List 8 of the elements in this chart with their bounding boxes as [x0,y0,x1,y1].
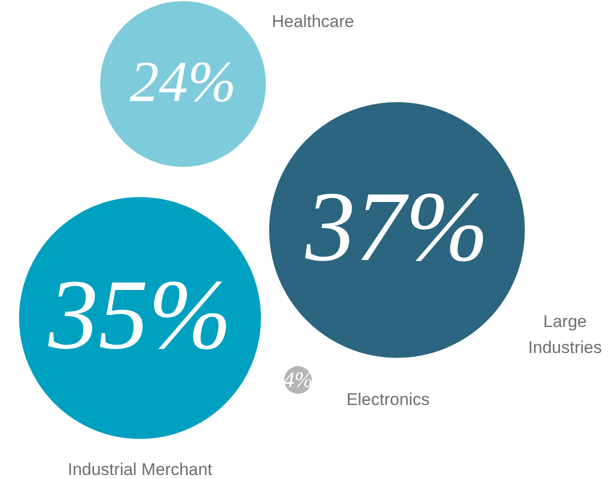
category-label: Large Industries [528,312,602,357]
category-label: Industrial Merchant [68,460,213,479]
data-label: 4% [283,367,313,392]
data-label: 35% [47,259,232,370]
data-label: 37% [304,171,489,282]
category-label: Electronics [346,390,430,409]
data-label: 24% [130,49,236,114]
category-label: Healthcare [272,12,354,31]
